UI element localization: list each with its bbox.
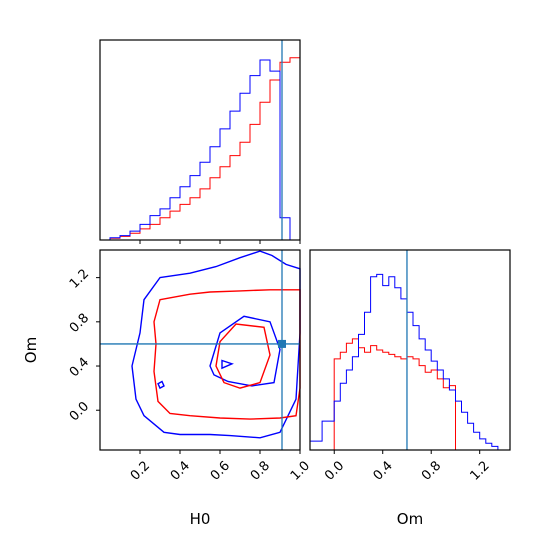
om-marginal-xtick-label: 0.0 (322, 458, 347, 483)
contour-xtick-label: 0.8 (248, 458, 273, 483)
contour-blue-1 (209, 315, 281, 387)
contour-xtick-label: 0.4 (168, 458, 193, 483)
contour-xtick-label: 0.2 (128, 458, 153, 483)
h0-marginal-hist-blue (100, 59, 300, 241)
contour-frame (99, 249, 301, 451)
contour-xtick-label: 0.6 (208, 458, 233, 483)
contour-ytick-label: 1.2 (67, 267, 92, 292)
contour-xtick-label: 1.0 (288, 458, 313, 483)
h0-marginal-frame (99, 39, 301, 241)
contour-blue-0 (131, 250, 301, 439)
om-marginal-xtick-label: 0.4 (371, 458, 396, 483)
contour-ytick-label: 0.8 (67, 311, 92, 336)
y-axis-title-om: Om (22, 337, 40, 363)
om-marginal-frame (309, 249, 511, 451)
truth-marker (278, 339, 286, 348)
h0-marginal-hist-red (100, 57, 301, 241)
om-marginal-hist-red (310, 338, 510, 451)
contour-blue-3 (157, 380, 165, 390)
contour-red-0 (153, 289, 301, 420)
contour-ytick-label: 0.0 (67, 399, 92, 424)
om-marginal-hist-blue (310, 273, 510, 451)
x-axis-title-om: Om (397, 510, 423, 528)
contour-red-1 (215, 323, 271, 389)
om-marginal-xtick-label: 0.8 (419, 458, 444, 483)
contour-group (131, 250, 301, 439)
om-marginal-xtick-label: 1.2 (468, 458, 493, 483)
contour-blue-2 (221, 359, 234, 370)
x-axis-title-h0: H0 (190, 510, 211, 528)
contour-ytick-label: 0.4 (67, 355, 92, 380)
